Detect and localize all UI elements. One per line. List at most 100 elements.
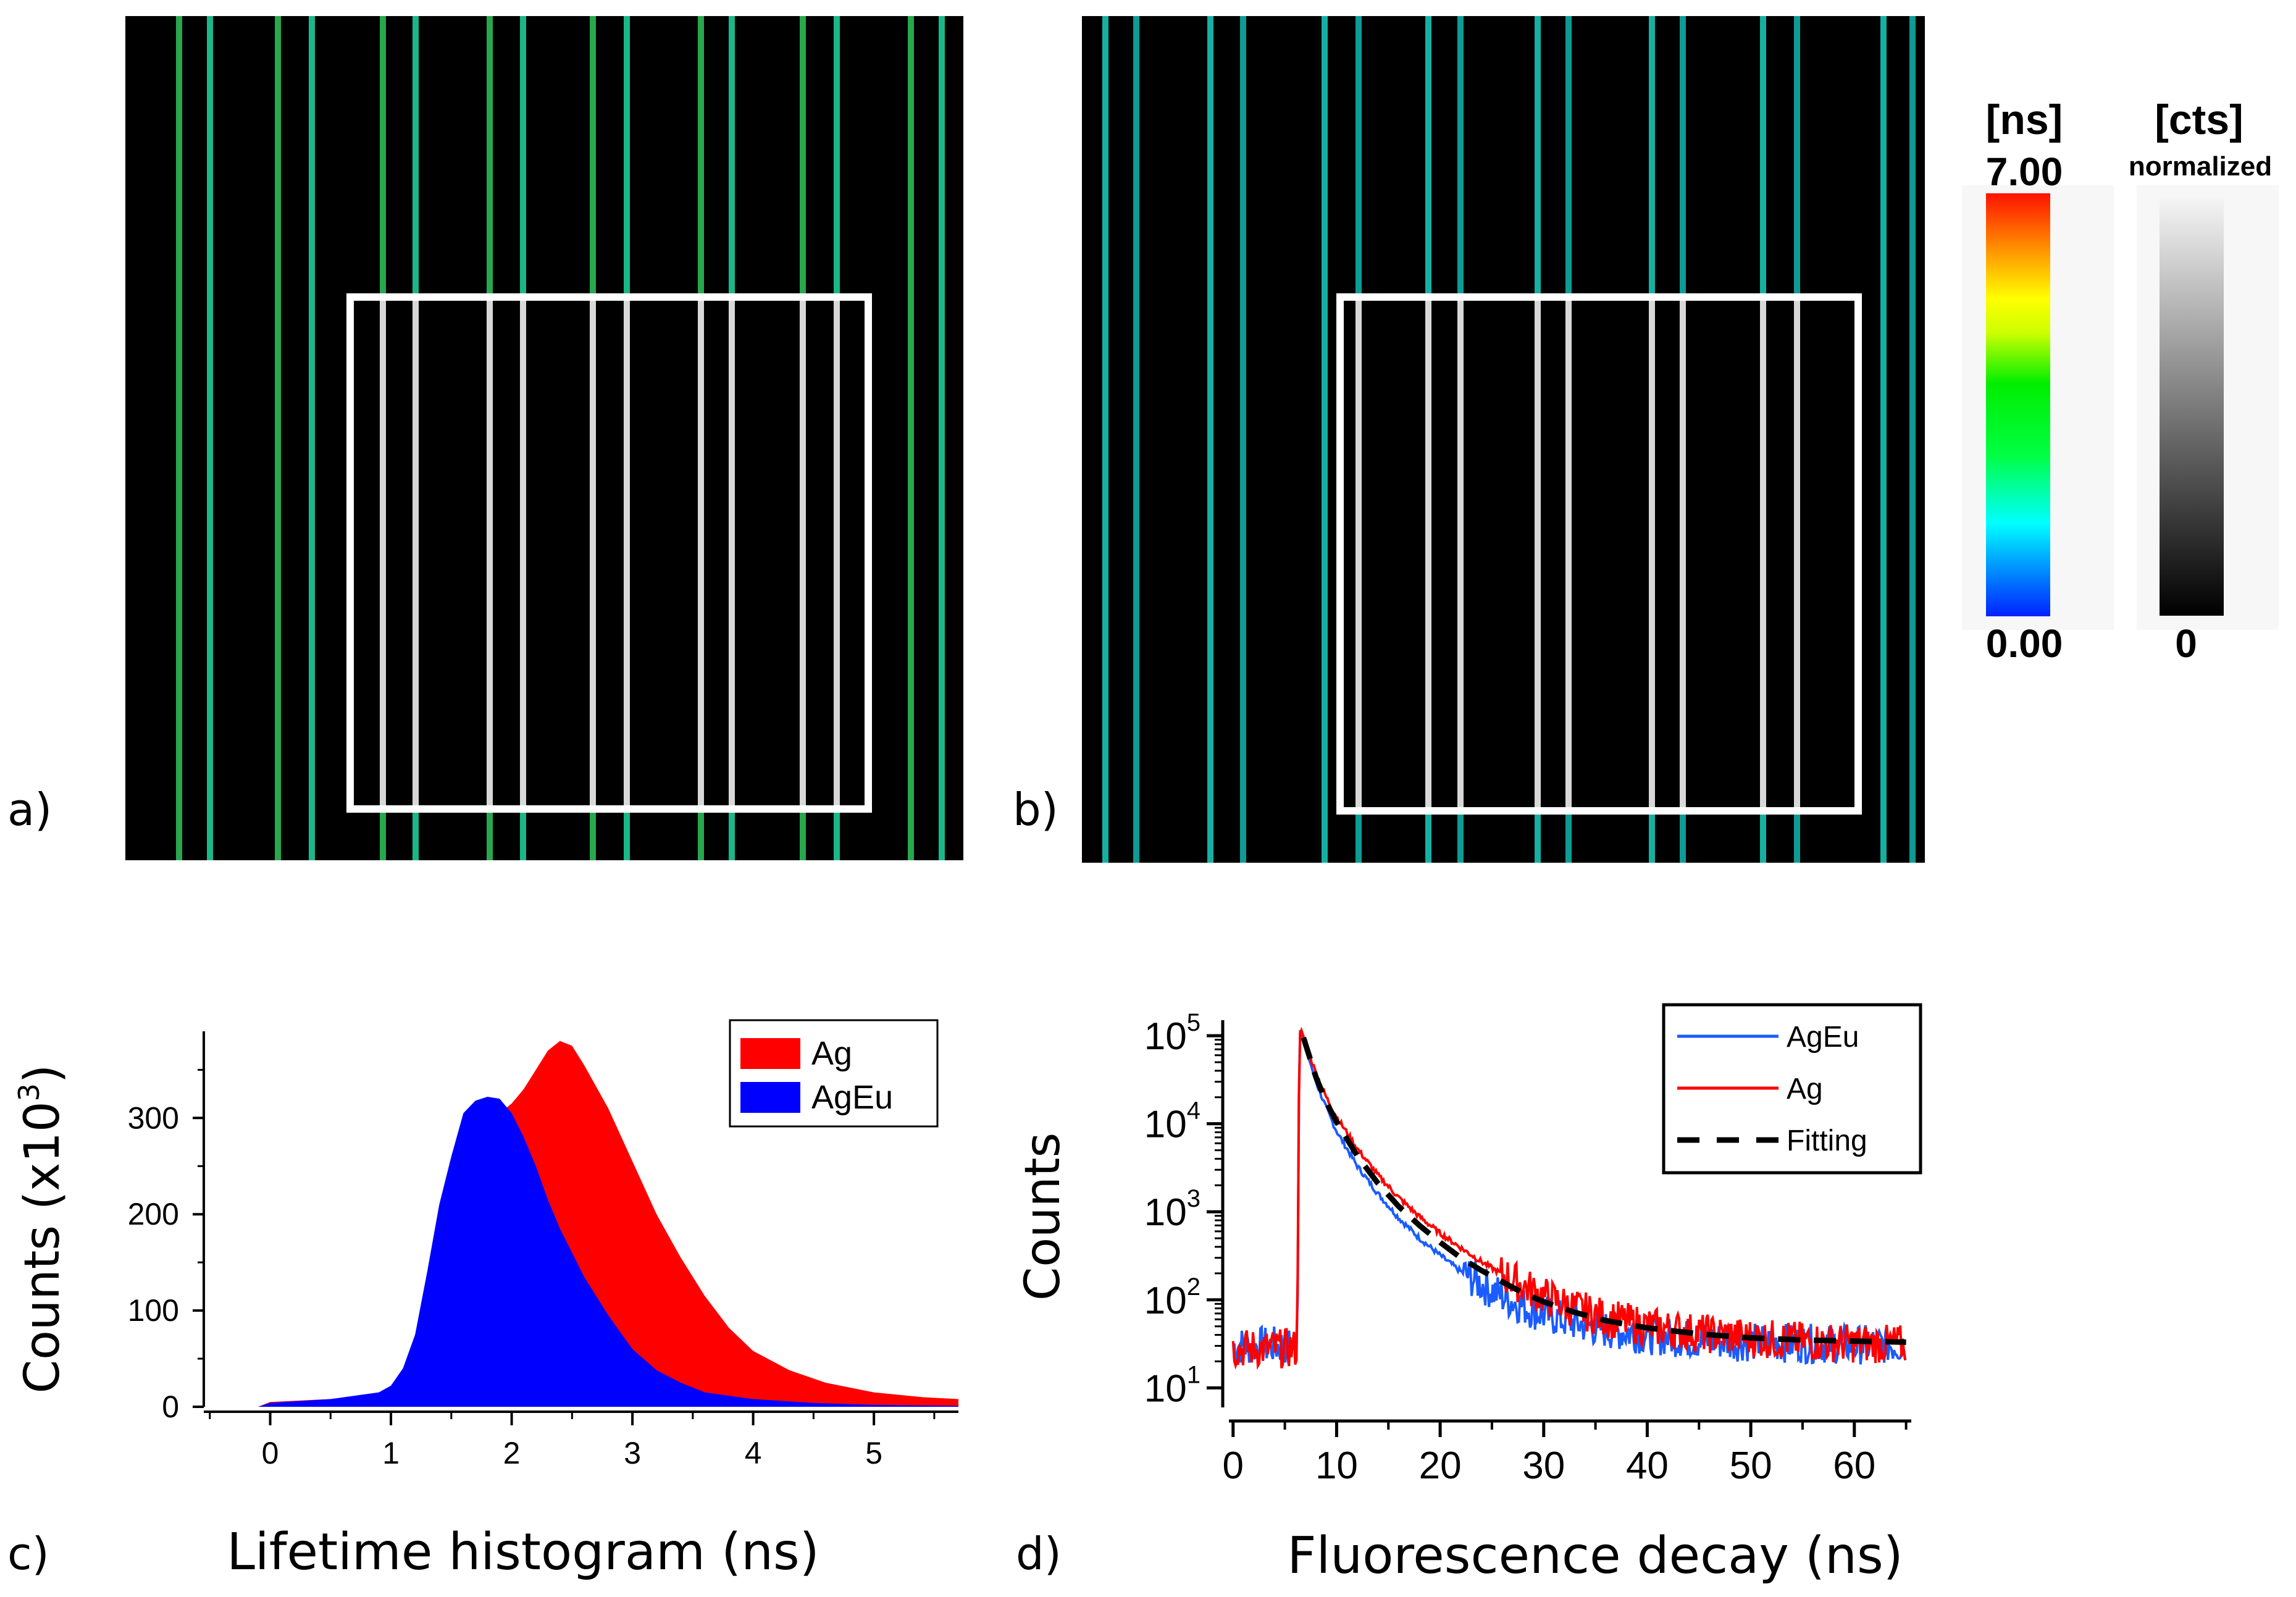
x-tick-label: 2: [503, 1436, 521, 1470]
y-tick-label: 200: [128, 1197, 179, 1231]
panel-b-roi-box: [1336, 293, 1862, 815]
y-tick-label: 102: [1144, 1273, 1200, 1322]
fiber-stripe: [1240, 16, 1246, 863]
y-tick-label: 300: [128, 1100, 179, 1135]
x-tick-label: 20: [1419, 1444, 1462, 1487]
fiber-stripe: [939, 16, 945, 860]
fiber-stripe-roi: [590, 301, 596, 805]
counts-colorbar-title: [cts]: [2155, 96, 2244, 143]
y-tick-label: 0: [162, 1390, 179, 1424]
fiber-stripe-roi: [520, 301, 526, 805]
legend-label-ag: Ag: [811, 1035, 852, 1072]
fiber-stripe: [1322, 16, 1328, 863]
counts-colorbar-min: 0: [2175, 621, 2197, 666]
fiber-stripe-roi: [1760, 301, 1766, 807]
fiber-stripe-roi: [1457, 301, 1464, 807]
fiber-stripe: [1133, 16, 1139, 863]
legend-swatch-ageu: [740, 1082, 800, 1113]
x-tick-label: 3: [624, 1436, 641, 1470]
fiber-stripe: [1102, 16, 1108, 863]
histogram-y-axis-title-close: ): [15, 1065, 70, 1083]
x-tick-label: 40: [1626, 1444, 1669, 1487]
x-tick-label: 4: [745, 1436, 762, 1470]
y-tick-base: 10: [1144, 1104, 1187, 1146]
fiber-stripe-roi: [1680, 301, 1686, 807]
counts-colorbar-gradient: [2160, 199, 2224, 616]
fiber-stripe-roi: [380, 301, 386, 805]
panel-d-label: d): [1016, 1528, 1062, 1580]
fiber-stripe-roi: [1425, 301, 1431, 807]
lifetime-colorbar-gradient: [1986, 193, 2050, 616]
panel-b-label: b): [1013, 784, 1058, 836]
lifetime-colorbar-max: 7.00: [1986, 149, 2063, 194]
fiber-stripe: [275, 16, 281, 860]
lifetime-histogram-chart: 0 1 2 3 4 5 0 100 200 300 Ag AgEu Lifetime histogr…: [7, 1019, 958, 1582]
fiber-stripe: [1880, 16, 1887, 863]
y-tick-label: 104: [1144, 1097, 1200, 1146]
fiber-stripe: [176, 16, 182, 860]
panel-b: b): [1013, 16, 1925, 863]
fiber-stripe-roi: [413, 301, 419, 805]
panel-b-stripes: [1102, 16, 1916, 863]
panel-a-roi-box: [346, 293, 872, 813]
fiber-stripe-roi: [487, 301, 493, 805]
x-tick-label: 5: [865, 1436, 882, 1470]
histogram-axes: 0 1 2 3 4 5 0 100 200 300: [128, 1031, 958, 1470]
x-tick-label: 1: [382, 1436, 400, 1470]
y-tick-base: 10: [1144, 1280, 1187, 1322]
y-tick-label: 105: [1144, 1009, 1200, 1058]
histogram-y-axis-title: Counts (x103): [12, 1065, 70, 1394]
y-tick-label: 103: [1144, 1185, 1200, 1234]
decay-x-axis-title: Fluorescence decay (ns): [1287, 1527, 1903, 1585]
lifetime-colorbar-min: 0.00: [1986, 621, 2063, 666]
fiber-stripe: [908, 16, 914, 860]
legend-label-ageu: AgEu: [811, 1079, 893, 1116]
fiber-stripe-roi: [1535, 301, 1541, 807]
histogram-series: [204, 1041, 958, 1407]
y-tick-label: 100: [128, 1293, 179, 1328]
histogram-x-axis-title: Lifetime histogram (ns): [227, 1523, 819, 1582]
x-tick-label: 30: [1522, 1444, 1565, 1487]
y-tick-label: 101: [1144, 1361, 1200, 1410]
y-tick-exponent: 4: [1187, 1097, 1200, 1125]
y-tick-base: 10: [1144, 1367, 1187, 1410]
panel-c-label: c): [7, 1528, 49, 1580]
fiber-stripe: [207, 16, 213, 860]
panel-a: a): [7, 16, 963, 860]
y-tick-exponent: 1: [1187, 1361, 1200, 1388]
fiber-stripe-roi: [698, 301, 704, 805]
y-tick-base: 10: [1144, 1015, 1187, 1058]
panel-a-image: [125, 16, 963, 860]
lifetime-colorbar: [ns] 7.00 0.00: [1962, 96, 2114, 666]
fiber-stripe-roi: [1794, 301, 1800, 807]
x-tick-label: 0: [1223, 1444, 1244, 1487]
legend-swatch-ag: [740, 1038, 800, 1069]
counts-colorbar: [cts] normalized 0: [2129, 96, 2279, 666]
fiber-stripe-roi: [1565, 301, 1572, 807]
fiber-stripe: [309, 16, 315, 860]
fiber-stripe-roi: [1355, 301, 1362, 807]
panel-b-image: [1082, 16, 1925, 863]
counts-colorbar-subtitle: normalized: [2129, 151, 2272, 182]
histogram-y-axis-title-sup: 3: [12, 1083, 46, 1101]
fiber-stripe-roi: [729, 301, 735, 805]
lifetime-colorbar-title: [ns]: [1986, 96, 2063, 143]
x-tick-label: 0: [262, 1436, 279, 1470]
fiber-stripe-roi: [624, 301, 630, 805]
series-line-fitting: [1301, 1036, 1906, 1345]
decay-y-axis-title: Counts: [1015, 1133, 1071, 1301]
x-tick-label: 60: [1833, 1444, 1875, 1487]
fiber-stripe-roi: [834, 301, 840, 805]
histogram-legend: Ag AgEu: [729, 1019, 939, 1128]
legend-label-ageu: AgEu: [1787, 1021, 1859, 1054]
legend-label-fitting: Fitting: [1787, 1125, 1867, 1157]
series-line-ag: [1231, 1026, 1907, 1370]
panel-a-label: a): [7, 784, 52, 836]
legend-label-ag: Ag: [1787, 1073, 1823, 1105]
decay-legend: AgEu Ag Fitting: [1662, 1003, 1922, 1175]
y-tick-exponent: 2: [1187, 1273, 1200, 1301]
y-tick-exponent: 5: [1187, 1009, 1200, 1036]
histogram-y-axis-title-main: Counts (x10: [15, 1101, 70, 1393]
